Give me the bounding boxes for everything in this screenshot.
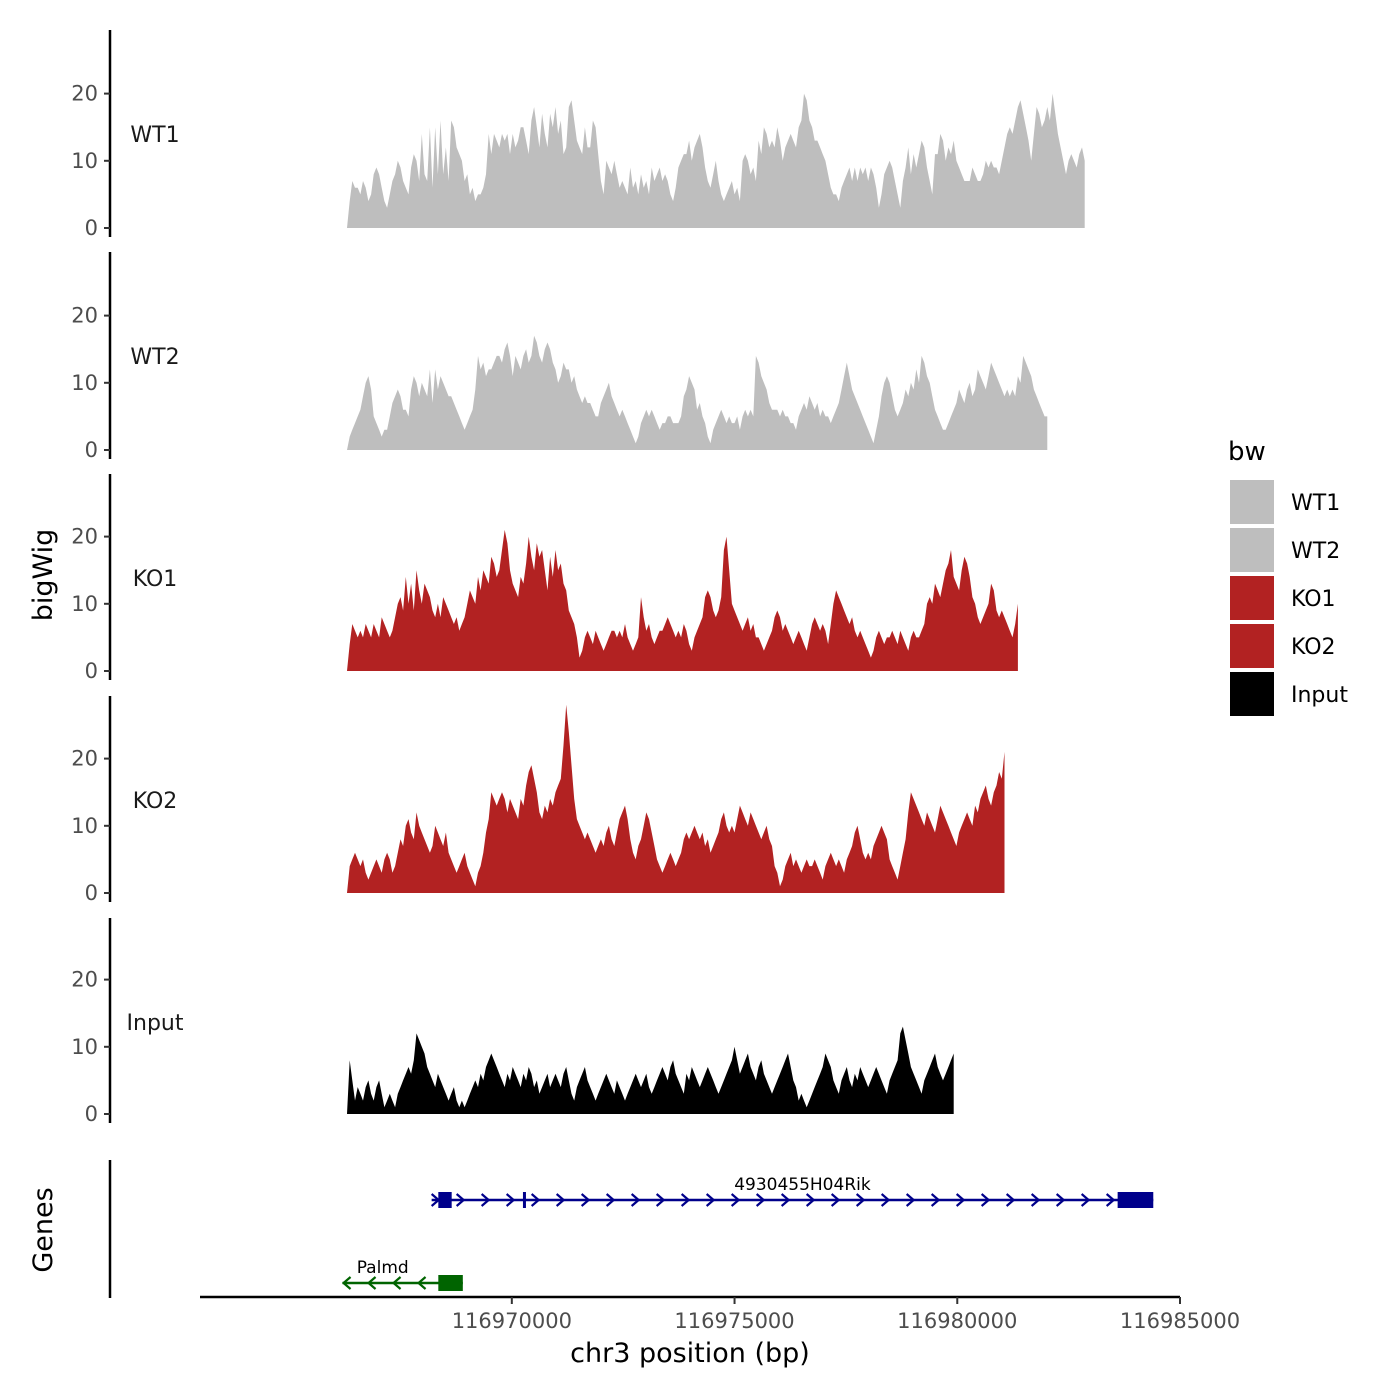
x-tick-label-116980000: 116980000: [897, 1309, 1017, 1333]
y-tick-label-ko2-0: 0: [85, 881, 98, 905]
strand-chevron: [780, 1193, 791, 1207]
strand-chevron: [366, 1276, 377, 1290]
x-axis-title: chr3 position (bp): [570, 1338, 810, 1369]
gene-palmd: Palmd: [341, 1258, 463, 1291]
legend: bw WT1 WT2 KO1 KO2 Input: [1228, 437, 1348, 716]
strand-chevron: [605, 1193, 616, 1207]
genes-axis-title: Genes: [28, 1187, 59, 1272]
strand-chevron: [1080, 1193, 1091, 1207]
y-tick-label-ko1-20: 20: [71, 525, 98, 549]
track-wt2: 0 10 20 WT2: [71, 252, 1048, 462]
tracks-layer: 0 10 20 WT1 0 10 20 WT2 0 10 20 KO1 0 10 20 KO2 0 10 20 Inp…: [71, 30, 1085, 1126]
area-ko2: [347, 704, 1005, 893]
legend-key-ko1: [1230, 576, 1274, 620]
y-tick-label-input-20: 20: [71, 968, 98, 992]
strand-chevron: [830, 1193, 841, 1207]
track-label-wt1: WT1: [130, 123, 179, 148]
strand-chevron: [1005, 1193, 1016, 1207]
x-tick-label-116970000: 116970000: [452, 1309, 572, 1333]
strand-chevron: [905, 1193, 916, 1207]
track-label-wt2: WT2: [130, 345, 179, 370]
x-tick-label-116975000: 116975000: [674, 1309, 794, 1333]
y-tick-label-wt1-10: 10: [71, 149, 98, 173]
y-axis-title: bigWig: [28, 529, 59, 622]
legend-label-ko2: KO2: [1291, 635, 1336, 660]
y-tick-label-ko2-10: 10: [71, 814, 98, 838]
track-input: 0 10 20 Input: [71, 918, 954, 1126]
legend-label-input: Input: [1291, 683, 1348, 708]
strand-chevron: [855, 1193, 866, 1207]
strand-chevron: [930, 1193, 941, 1207]
strand-chevron: [480, 1193, 491, 1207]
strand-chevron: [555, 1193, 566, 1207]
strand-chevron: [416, 1276, 427, 1290]
x-tick-label-116985000: 116985000: [1120, 1309, 1240, 1333]
legend-key-wt1: [1230, 480, 1274, 524]
y-tick-label-ko1-10: 10: [71, 592, 98, 616]
strand-chevron: [1055, 1193, 1066, 1207]
strand-chevron: [341, 1276, 352, 1290]
strand-chevron: [1030, 1193, 1041, 1207]
x-axis: 116970000 116975000 116980000 116985000: [200, 1295, 1240, 1333]
y-tick-label-wt1-20: 20: [71, 82, 98, 106]
track-label-input: Input: [127, 1011, 184, 1036]
exon-4930455h04rik-1: [438, 1192, 452, 1208]
track-wt1: 0 10 20 WT1: [71, 30, 1085, 240]
legend-label-wt1: WT1: [1291, 491, 1340, 516]
area-input: [347, 1026, 954, 1114]
exon-palmd-1: [438, 1275, 463, 1291]
legend-label-ko1: KO1: [1291, 587, 1336, 612]
legend-key-input: [1230, 672, 1274, 716]
track-ko1: 0 10 20 KO1: [71, 474, 1018, 683]
y-tick-label-wt2-0: 0: [85, 438, 98, 462]
area-wt2: [347, 335, 1048, 450]
gene-label-palmd: Palmd: [357, 1258, 409, 1278]
strand-chevron: [680, 1193, 691, 1207]
strand-chevron: [391, 1276, 402, 1290]
strand-chevron: [655, 1193, 666, 1207]
strand-chevron: [755, 1193, 766, 1207]
y-tick-label-wt2-10: 10: [71, 371, 98, 395]
strand-chevron: [955, 1193, 966, 1207]
legend-title: bw: [1228, 437, 1266, 467]
area-ko1: [347, 529, 1018, 671]
track-label-ko2: KO2: [133, 789, 178, 814]
y-tick-label-input-10: 10: [71, 1035, 98, 1059]
track-ko2: 0 10 20 KO2: [71, 696, 1005, 905]
strand-chevron: [630, 1193, 641, 1207]
strand-chevron: [980, 1193, 991, 1207]
gene-4930455h04rik: 4930455H04Rik: [430, 1175, 1154, 1208]
strand-chevron: [530, 1193, 541, 1207]
legend-key-wt2: [1230, 528, 1274, 572]
strand-chevron: [730, 1193, 741, 1207]
legend-key-ko2: [1230, 624, 1274, 668]
area-wt1: [347, 93, 1085, 228]
strand-chevron: [1105, 1193, 1116, 1207]
strand-chevron: [880, 1193, 891, 1207]
legend-label-wt2: WT2: [1291, 539, 1340, 564]
track-label-ko1: KO1: [133, 567, 178, 592]
y-tick-label-input-0: 0: [85, 1102, 98, 1126]
strand-chevron: [455, 1193, 466, 1207]
strand-chevron: [805, 1193, 816, 1207]
strand-chevron: [580, 1193, 591, 1207]
exon-4930455h04rik-2: [522, 1192, 526, 1208]
strand-chevron: [705, 1193, 716, 1207]
exon-4930455h04rik-3: [1117, 1192, 1154, 1208]
y-tick-label-wt2-20: 20: [71, 304, 98, 328]
strand-chevron: [505, 1193, 516, 1207]
genes-panel: 4930455H04Rik Palmd: [108, 1160, 1154, 1298]
y-tick-label-ko2-20: 20: [71, 747, 98, 771]
gene-label-4930455h04rik: 4930455H04Rik: [734, 1175, 871, 1195]
y-tick-label-wt1-0: 0: [85, 216, 98, 240]
y-tick-label-ko1-0: 0: [85, 659, 98, 683]
